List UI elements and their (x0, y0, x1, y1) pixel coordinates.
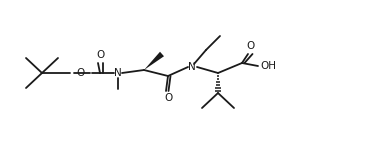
Text: O: O (96, 50, 104, 60)
Text: O: O (76, 68, 84, 78)
Text: O: O (246, 41, 254, 51)
Text: OH: OH (260, 61, 276, 71)
Text: O: O (164, 93, 172, 103)
Text: N: N (114, 68, 122, 78)
Polygon shape (144, 52, 164, 70)
Text: N: N (188, 62, 196, 72)
